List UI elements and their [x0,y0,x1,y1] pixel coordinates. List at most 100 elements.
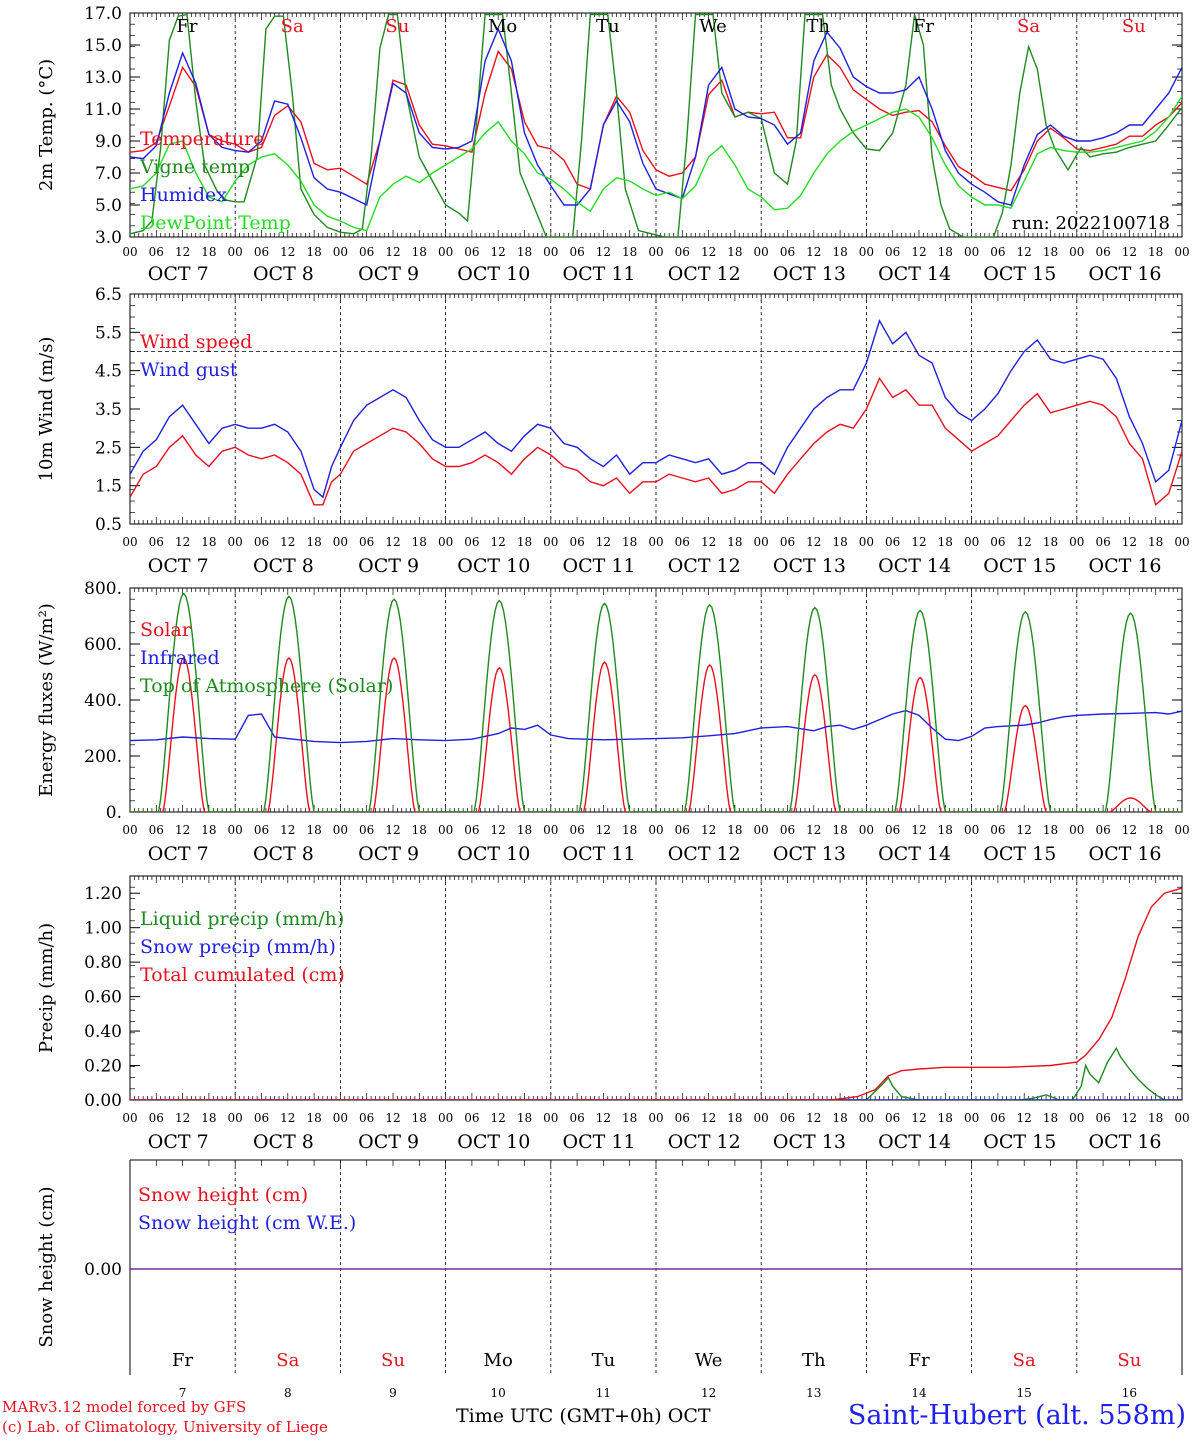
panel-frame-4: 0.00 Snow height (cm) Fr Sa Su Mo Tu We Th Fr Sa Su… [36,1159,1183,1400]
hour-labels-0: 00 06 12 18 00 06 12 18 00 06 12 18 00 06 12 18 00 06 12 18… [122,245,1189,285]
y-tick-label: 0. [106,803,122,823]
date-label: OCT 13 [773,1131,846,1153]
hour-tick-label: 18 [1043,535,1058,549]
day-number-label: 8 [284,1386,292,1400]
date-label: OCT 15 [983,1131,1056,1153]
weekday-label-top: We [699,16,727,37]
y-axis-label: Precip (mm/h) [36,923,57,1053]
hour-tick-label: 18 [938,535,953,549]
date-label: OCT 8 [253,555,314,577]
hour-tick-label: 00 [438,823,453,837]
hour-tick-label: 06 [990,245,1005,259]
hour-tick-label: 06 [780,823,795,837]
hour-tick-label: 00 [333,1111,348,1125]
hour-tick-label: 12 [911,535,926,549]
date-label: OCT 9 [358,843,419,865]
hour-tick-label: 12 [1017,245,1032,259]
hour-tick-label: 06 [780,1111,795,1125]
hour-tick-label: 18 [832,823,847,837]
hour-tick-label: 06 [464,823,479,837]
weekday-label-top: Su [1122,16,1146,37]
date-label: OCT 16 [1089,843,1162,865]
y-tick-label: 15.0 [84,36,122,56]
weekday-label-bottom: Su [1117,1350,1141,1371]
hour-tick-label: 18 [622,1111,637,1125]
legend-entry: Snow height (cm W.E.) [138,1212,356,1234]
hour-tick-label: 18 [517,535,532,549]
date-label: OCT 13 [773,555,846,577]
y-tick-label: 800. [84,579,122,599]
hour-tick-label: 06 [254,535,269,549]
hour-tick-label: 00 [1069,245,1084,259]
date-label: OCT 10 [457,843,530,865]
series-group-2 [130,592,1182,812]
hour-tick-label: 00 [859,245,874,259]
hour-tick-label: 06 [885,1111,900,1125]
hour-tick-label: 06 [149,535,164,549]
hour-tick-label: 12 [280,245,295,259]
series-line-vigne-temp [130,13,1182,237]
series-line-solar [130,656,1182,812]
hour-tick-label: 00 [228,1111,243,1125]
hour-tick-label: 06 [464,535,479,549]
plot-frame [129,587,1183,813]
hour-tick-label: 00 [648,823,663,837]
hour-tick-label: 06 [675,245,690,259]
legend-entry: Wind speed [140,331,252,353]
hour-tick-label: 18 [412,823,427,837]
hour-tick-label: 18 [1148,1111,1163,1125]
hour-tick-label: 12 [280,535,295,549]
legend-entry: Snow precip (mm/h) [140,936,336,958]
date-label: OCT 15 [983,555,1056,577]
series-line-wind-gust [130,319,1182,499]
copyright-credit: (c) Lab. of Climatology, University of L… [2,1418,328,1436]
hour-tick-label: 06 [780,245,795,259]
hour-tick-label: 12 [175,1111,190,1125]
hour-tick-label: 06 [1095,245,1110,259]
hour-tick-label: 12 [1122,245,1137,259]
y-tick-label: 0.20 [84,1057,122,1077]
hour-tick-label: 12 [596,823,611,837]
legend-entry: Infrared [140,647,220,669]
weekday-label-bottom: Su [381,1350,405,1371]
hour-tick-label: 00 [859,535,874,549]
date-label: OCT 14 [878,843,951,865]
hour-tick-label: 12 [280,1111,295,1125]
y-tick-label: 6.5 [95,285,122,305]
hour-tick-label: 18 [201,245,216,259]
date-label: OCT 12 [668,263,741,285]
hour-tick-label: 12 [911,823,926,837]
date-label: OCT 10 [457,555,530,577]
day-number-label: 11 [596,1386,611,1400]
hour-tick-label: 00 [1174,1111,1189,1125]
date-label: OCT 7 [148,1131,209,1153]
hour-tick-label: 12 [385,823,400,837]
hour-tick-label: 06 [359,245,374,259]
hour-tick-label: 18 [1148,535,1163,549]
series-line-dewpoint-temp [130,95,1182,232]
hour-tick-label: 06 [675,823,690,837]
hour-tick-label: 18 [727,1111,742,1125]
y-tick-label: 1.5 [95,477,122,497]
hour-tick-label: 18 [201,535,216,549]
hour-tick-label: 00 [438,1111,453,1125]
date-label: OCT 8 [253,843,314,865]
date-label: OCT 8 [253,1131,314,1153]
hour-tick-label: 00 [1174,535,1189,549]
hour-tick-label: 12 [806,535,821,549]
legend-entry: Temperature [140,128,264,150]
hour-tick-label: 12 [596,1111,611,1125]
hour-tick-label: 06 [149,245,164,259]
date-label: OCT 8 [253,263,314,285]
model-credit: MARv3.12 model forced by GFS [2,1398,247,1416]
hour-tick-label: 18 [1148,823,1163,837]
station-title: Saint-Hubert (alt. 558m) [847,1400,1186,1431]
y-tick-label: 11.0 [84,100,122,120]
hour-tick-label: 06 [990,823,1005,837]
hour-tick-label: 12 [1017,1111,1032,1125]
hour-tick-label: 18 [622,535,637,549]
y-tick-label: 600. [84,635,122,655]
hour-tick-label: 12 [1122,823,1137,837]
date-label: OCT 16 [1089,263,1162,285]
hour-tick-label: 12 [701,535,716,549]
